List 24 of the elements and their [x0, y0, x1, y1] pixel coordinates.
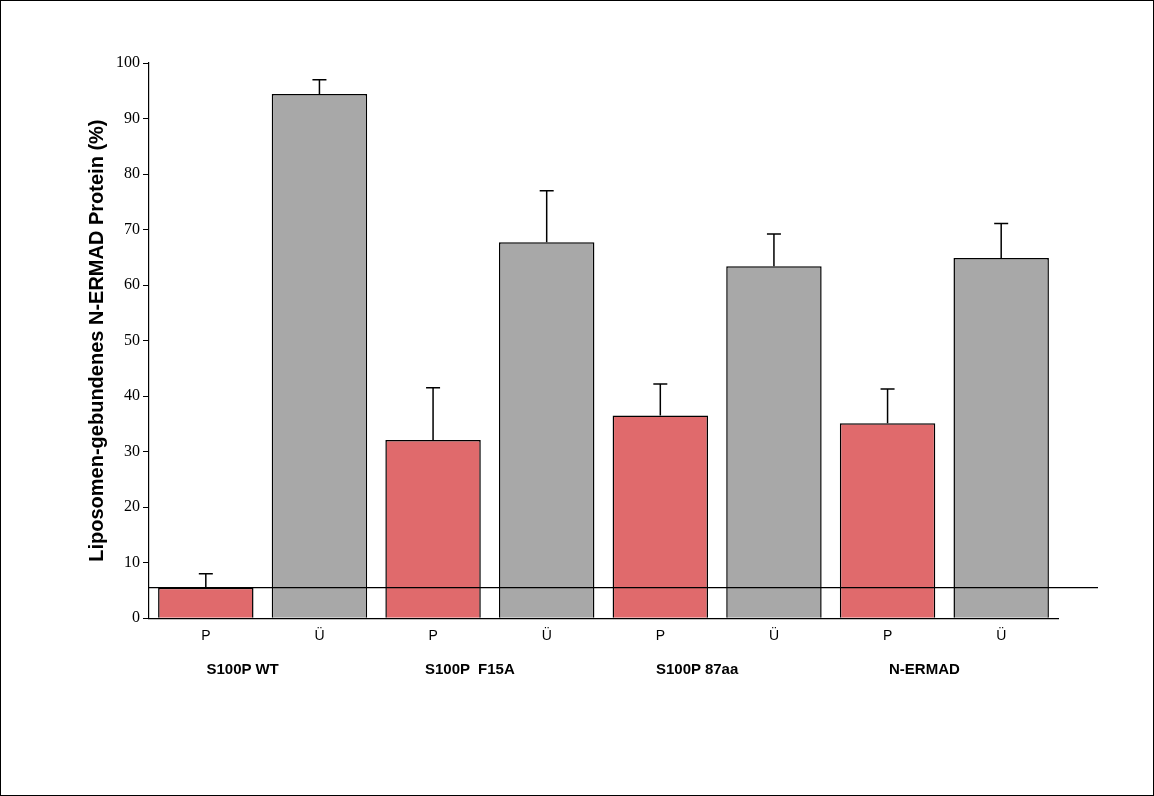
- y-tick-label: 90: [124, 108, 140, 126]
- x-tick-label: P: [882, 627, 893, 644]
- y-tick-label: 30: [124, 441, 140, 459]
- y-tick-label: 0: [132, 608, 140, 626]
- text: S100P F15A: [424, 660, 515, 678]
- x-tick-label: Ü: [541, 626, 552, 644]
- y-tick-label: 50: [124, 330, 140, 348]
- y-tick-label: 60: [124, 275, 140, 293]
- x-tick-label: P: [655, 627, 665, 644]
- x-tick-label: Ü: [768, 626, 779, 644]
- x-tick-label: Ü: [314, 626, 325, 644]
- y-tick-label: 100: [116, 53, 140, 71]
- x-tick-label: P: [428, 627, 438, 644]
- y-tick-label: 40: [124, 386, 140, 404]
- x-tick-label: P: [201, 627, 211, 644]
- x-tick-label: Ü: [996, 626, 1007, 644]
- text: S100P 87aa: [655, 660, 739, 678]
- y-tick-label: 70: [124, 219, 140, 237]
- y-axis-title: Liposomen-gebundenes N-ERMAD Protein (%): [84, 119, 107, 562]
- text: N-ERMAD: [888, 660, 960, 678]
- y-tick-label: 20: [124, 497, 140, 515]
- text: S100P WT: [206, 660, 279, 678]
- y-tick-label: 10: [124, 552, 140, 570]
- y-tick-label: 80: [124, 164, 140, 182]
